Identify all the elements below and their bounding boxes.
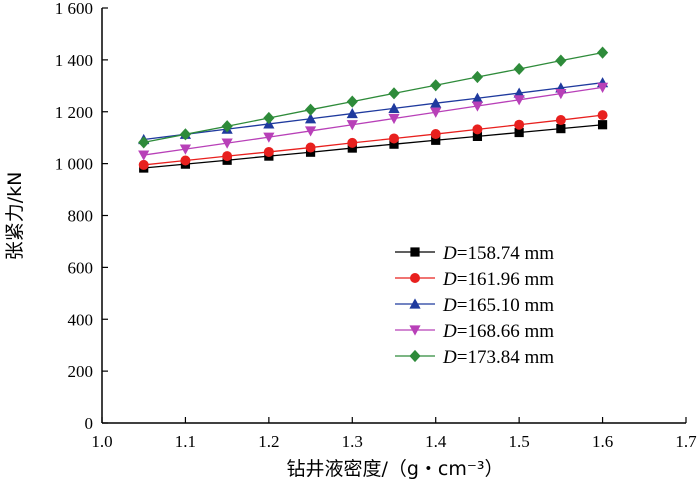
series-line [143, 114, 603, 166]
data-point [430, 97, 442, 108]
data-point [347, 143, 357, 153]
data-point [471, 92, 484, 103]
legend-marker [409, 325, 421, 336]
x-tick-label: 1.7 [675, 432, 697, 451]
chart-ticks: 0 200 400 600 800 1 000 1 200 1 400 1 600 1.0 1.1 1… [55, 0, 697, 451]
y-tick-label: 200 [68, 362, 94, 381]
data-point [596, 82, 609, 93]
legend-marker [410, 273, 420, 283]
x-tick-label: 1.5 [509, 432, 530, 451]
data-point [388, 87, 400, 100]
x-tick-label: 1.4 [425, 432, 447, 451]
series-line [143, 82, 603, 141]
chart-series [138, 46, 609, 173]
data-point [513, 62, 525, 76]
legend-label: D=168.66 mm [442, 321, 554, 342]
legend-marker [409, 349, 421, 363]
data-point [513, 87, 525, 98]
y-tick-label: 1 400 [55, 51, 93, 70]
data-point [389, 139, 399, 149]
data-point [138, 136, 150, 149]
y-tick-label: 1 200 [55, 103, 93, 122]
data-point [555, 54, 567, 67]
legend-item: D=173.84 mm [395, 347, 554, 368]
y-tick-label: 800 [68, 207, 94, 226]
data-point [179, 144, 192, 155]
data-point [430, 107, 442, 118]
data-point [389, 133, 399, 144]
data-point [305, 142, 316, 153]
data-point [346, 120, 358, 131]
x-tick-label: 1.6 [592, 432, 613, 451]
chart-legend: D=158.74 mm D=161.96 mm D=165.10 mm D=168.6… [395, 243, 554, 368]
series-line [143, 86, 603, 156]
legend-label: D=158.74 mm [442, 243, 554, 264]
y-axis-title: 张紧力/kN [4, 172, 26, 261]
y-tick-label: 1 600 [55, 0, 93, 18]
data-point [388, 113, 400, 125]
legend-marker [410, 247, 420, 257]
data-point [472, 124, 483, 135]
data-point [221, 120, 233, 133]
series-4 [138, 82, 609, 161]
legend-label: D=161.96 mm [442, 269, 554, 290]
data-point [430, 129, 441, 140]
data-point [138, 159, 149, 170]
series-2 [138, 110, 608, 170]
legend-label: D=173.84 mm [442, 347, 554, 368]
chart-axes [101, 8, 686, 424]
data-point [222, 151, 233, 162]
data-point [388, 102, 400, 113]
data-point [513, 95, 525, 106]
x-tick-label: 1.0 [91, 432, 112, 451]
legend-item: D=168.66 mm [395, 321, 554, 342]
legend-marker [409, 298, 421, 309]
data-point [179, 128, 192, 141]
data-point [471, 101, 484, 112]
data-point [555, 88, 567, 100]
data-point [597, 110, 608, 121]
data-point [138, 150, 150, 161]
series-5 [138, 46, 609, 149]
data-point [596, 46, 609, 59]
data-point [263, 111, 275, 125]
legend-item: D=158.74 mm [395, 243, 554, 264]
series-line [143, 124, 603, 169]
legend-item: D=165.10 mm [395, 295, 554, 316]
data-point [431, 135, 441, 145]
data-point [347, 137, 358, 148]
legend-item: D=161.96 mm [395, 269, 554, 290]
y-tick-label: 400 [68, 310, 94, 329]
data-point [263, 132, 275, 143]
data-point [346, 107, 358, 119]
data-point [514, 119, 525, 130]
x-tick-label: 1.2 [258, 432, 279, 451]
data-point [304, 126, 317, 137]
data-point [555, 115, 566, 126]
y-tick-label: 1 000 [55, 155, 93, 174]
data-point [180, 155, 191, 166]
x-tick-label: 1.3 [342, 432, 363, 451]
y-tick-label: 600 [68, 258, 94, 277]
data-point [471, 70, 484, 84]
x-axis-title: 钻井液密度/（g・cm⁻³） [286, 458, 503, 480]
data-point [304, 103, 317, 116]
data-point [556, 124, 566, 134]
series-3 [138, 77, 609, 145]
data-point [221, 138, 233, 149]
data-point [514, 127, 524, 138]
x-tick-label: 1.1 [175, 432, 196, 451]
data-point [304, 113, 317, 124]
series-1 [139, 120, 608, 173]
data-point [263, 146, 274, 157]
data-point [472, 131, 483, 141]
legend-label: D=165.10 mm [442, 295, 554, 316]
data-point [346, 95, 358, 108]
data-point [430, 79, 442, 92]
data-point [597, 120, 608, 130]
series-line [143, 51, 603, 143]
y-tick-label: 0 [85, 414, 94, 433]
